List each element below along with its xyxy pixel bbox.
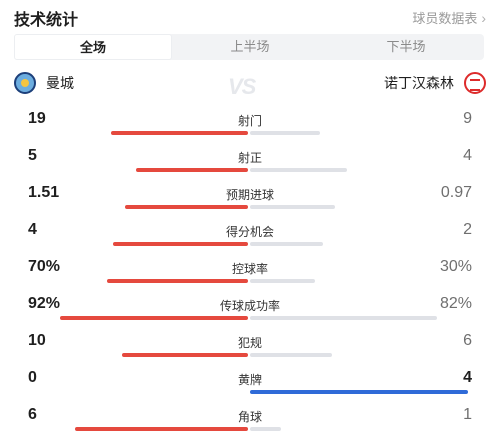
home-team-name: 曼城 [46, 75, 74, 91]
away-stat-bar [250, 353, 332, 357]
forest-crest-icon [464, 72, 486, 94]
away-stat-bar [250, 131, 320, 135]
tab-full-match[interactable]: 全场 [14, 34, 172, 60]
stat-row: 1.51 预期进球 0.97 [0, 184, 500, 218]
away-stat-value: 4 [463, 369, 472, 386]
home-stat-value: 70% [28, 258, 61, 275]
home-stat-value: 4 [28, 221, 37, 238]
stat-label: 预期进球 [225, 188, 274, 202]
stat-label: 犯规 [237, 336, 262, 350]
stat-row: 5 射正 4 [0, 147, 500, 181]
away-stat-value: 82% [439, 295, 472, 312]
period-tabs: 全场 上半场 下半场 [14, 34, 484, 60]
home-stat-value: 92% [28, 295, 61, 312]
home-stat-value: 1.51 [28, 184, 60, 201]
home-stat-value: 5 [28, 147, 37, 164]
stat-row: 0 黄牌 4 [0, 369, 500, 403]
stat-row: 6 角球 1 [0, 406, 500, 440]
home-stat-bar [122, 353, 248, 357]
home-stat-value: 6 [28, 406, 37, 423]
stat-row: 4 得分机会 2 [0, 221, 500, 255]
home-stat-bar [136, 168, 248, 172]
stat-row: 70% 控球率 30% [0, 258, 500, 292]
away-stat-value: 9 [463, 110, 472, 127]
home-stat-bar [107, 279, 248, 283]
vs-icon: VS [228, 74, 256, 99]
stat-row: 92% 传球成功率 82% [0, 295, 500, 329]
away-stat-bar [250, 279, 315, 283]
home-stat-bar [60, 316, 248, 320]
tab-first-half[interactable]: 上半场 [230, 39, 270, 54]
home-team[interactable]: 曼城 [14, 72, 74, 94]
stat-label: 角球 [237, 410, 262, 424]
stat-label: 控球率 [231, 262, 268, 276]
tab-second-half[interactable]: 下半场 [386, 39, 426, 54]
away-stat-value: 6 [463, 332, 472, 349]
page-title: 技术统计 [14, 12, 79, 29]
stat-label: 射门 [237, 114, 262, 128]
home-stat-bar [125, 205, 248, 209]
home-stat-bar [111, 131, 248, 135]
home-stat-bar [113, 242, 248, 246]
teams-row: 曼城 VS 诺丁汉森林 [0, 68, 500, 100]
chevron-right-icon: › [481, 9, 486, 26]
stat-label: 传球成功率 [219, 299, 280, 313]
home-stat-value: 0 [28, 369, 37, 386]
away-stat-bar [250, 205, 335, 209]
stat-label: 得分机会 [225, 225, 274, 239]
player-data-link[interactable]: 球员数据表 › [412, 8, 486, 27]
stat-row: 19 射门 9 [0, 110, 500, 144]
stat-row: 10 犯规 6 [0, 332, 500, 366]
away-stat-bar [250, 390, 468, 394]
away-stat-value: 1 [463, 406, 472, 423]
stat-label: 射正 [237, 151, 262, 165]
away-stat-value: 0.97 [440, 184, 472, 201]
away-stat-bar [250, 316, 437, 320]
stat-label: 黄牌 [237, 373, 262, 387]
away-team[interactable]: 诺丁汉森林 [384, 72, 486, 94]
away-team-name: 诺丁汉森林 [384, 75, 454, 91]
away-stat-value: 30% [439, 258, 472, 275]
away-stat-bar [250, 427, 281, 431]
home-stat-bar [75, 427, 248, 431]
away-stat-value: 4 [463, 147, 472, 164]
stats-header: 技术统计 球员数据表 › [0, 0, 500, 32]
away-stat-value: 2 [463, 221, 472, 238]
home-stat-value: 10 [28, 332, 46, 349]
home-stat-value: 19 [28, 110, 46, 127]
away-stat-bar [250, 242, 323, 246]
man-city-crest-icon [14, 72, 36, 94]
player-data-link-label: 球员数据表 [412, 11, 478, 26]
away-stat-bar [250, 168, 347, 172]
